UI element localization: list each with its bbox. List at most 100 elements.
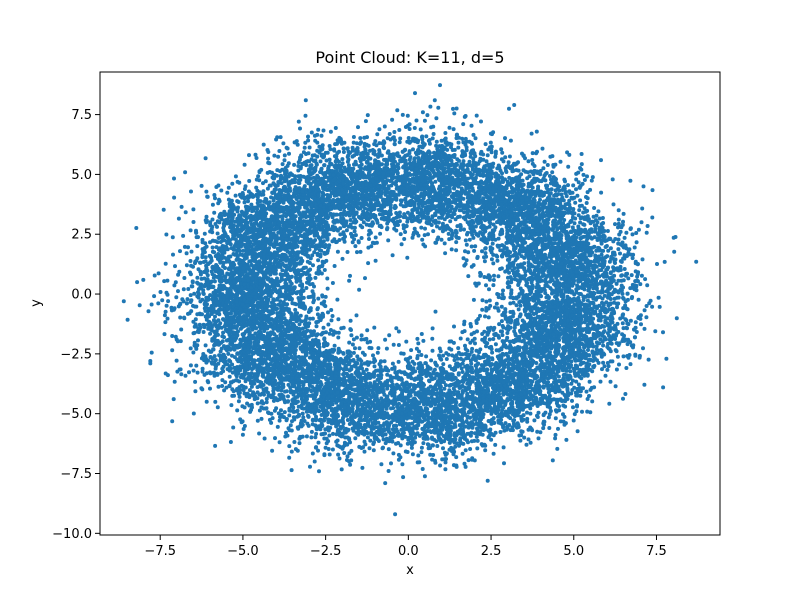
data-point: [329, 212, 334, 217]
data-point: [337, 149, 341, 154]
data-point: [318, 170, 323, 175]
data-point: [550, 154, 555, 159]
data-point: [356, 240, 361, 245]
data-point: [314, 246, 319, 251]
data-point: [620, 291, 625, 296]
data-point: [636, 227, 641, 232]
data-point: [363, 147, 368, 152]
data-point: [339, 196, 344, 201]
data-point: [363, 276, 367, 281]
data-point: [381, 139, 386, 144]
data-point: [195, 244, 200, 249]
data-point: [628, 318, 633, 323]
data-point: [506, 280, 511, 285]
data-point: [461, 122, 466, 127]
data-point: [278, 135, 283, 140]
data-point: [634, 240, 639, 245]
data-point: [599, 158, 603, 163]
data-point: [415, 198, 420, 202]
data-point: [332, 203, 337, 208]
data-point: [662, 259, 667, 264]
data-point: [423, 226, 427, 231]
data-point: [435, 204, 440, 208]
data-point: [628, 178, 633, 183]
data-point: [481, 152, 486, 157]
data-point: [329, 190, 334, 195]
data-point: [361, 220, 366, 225]
data-point: [549, 197, 554, 202]
data-point: [194, 228, 198, 233]
data-point: [640, 206, 645, 211]
data-point: [407, 122, 412, 127]
data-point: [492, 201, 497, 206]
data-point: [501, 288, 505, 293]
data-point: [438, 83, 442, 88]
data-point: [341, 237, 346, 241]
data-point: [427, 190, 432, 195]
data-point: [500, 150, 505, 155]
data-point: [463, 249, 467, 254]
data-point: [509, 277, 514, 282]
data-point: [530, 158, 535, 162]
data-point: [358, 136, 363, 141]
data-point: [400, 112, 405, 117]
data-point: [247, 179, 252, 183]
data-point: [345, 250, 350, 254]
data-point: [338, 207, 343, 212]
data-point: [616, 278, 621, 283]
data-point: [290, 173, 295, 177]
data-point: [410, 208, 415, 213]
data-point: [522, 261, 527, 266]
data-point: [541, 260, 546, 265]
data-point: [528, 256, 533, 260]
data-point: [572, 195, 577, 200]
data-point: [498, 267, 503, 271]
data-point: [624, 230, 629, 235]
data-point: [589, 178, 594, 183]
data-point: [622, 267, 627, 271]
data-point: [411, 147, 415, 152]
data-point: [481, 231, 486, 235]
data-point: [523, 211, 528, 216]
data-point: [599, 248, 604, 253]
data-point: [272, 153, 277, 158]
data-point: [457, 202, 461, 207]
data-point: [373, 258, 378, 263]
data-point: [254, 156, 259, 160]
data-point: [265, 148, 270, 152]
data-point: [452, 111, 457, 116]
data-point: [341, 150, 346, 154]
data-point: [474, 113, 479, 118]
data-point: [456, 140, 461, 145]
data-point: [276, 154, 281, 159]
data-point: [430, 181, 434, 186]
data-point: [490, 241, 495, 246]
data-point: [189, 189, 193, 194]
data-point: [352, 225, 357, 230]
data-point: [332, 147, 337, 152]
data-point: [431, 229, 436, 234]
data-point: [585, 174, 589, 179]
data-point: [350, 240, 355, 245]
data-point: [487, 224, 492, 229]
data-point: [469, 244, 474, 249]
data-point: [340, 256, 345, 261]
data-point: [422, 118, 427, 123]
data-point: [324, 158, 329, 163]
data-point: [233, 174, 238, 179]
data-point: [532, 164, 537, 168]
data-point: [463, 142, 468, 147]
data-point: [547, 191, 552, 196]
data-point: [555, 245, 560, 250]
data-point: [345, 146, 350, 151]
data-point: [634, 231, 639, 235]
data-point: [495, 243, 500, 248]
data-point: [588, 253, 593, 258]
data-point: [418, 164, 423, 169]
data-point: [503, 269, 508, 274]
data-point: [306, 134, 310, 139]
data-point: [338, 137, 343, 141]
data-point: [621, 256, 626, 261]
data-point: [440, 151, 445, 156]
